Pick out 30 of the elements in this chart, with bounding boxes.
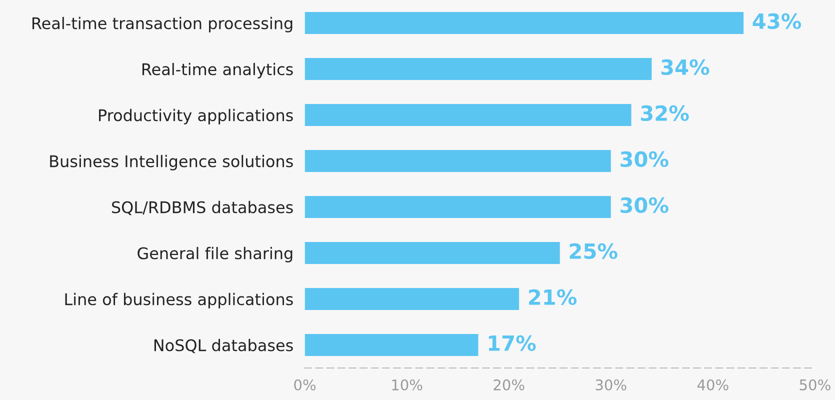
data-label: 25% [570,243,618,260]
data-label: 32% [641,105,689,122]
y-tick-label: Line of business applications [65,292,293,308]
bar [304,334,478,356]
bar [304,58,652,80]
bar [304,150,611,172]
data-label: 30% [620,197,668,214]
x-tick-label: 30% [596,379,626,390]
bar [304,104,632,126]
y-tick-label: NoSQL databases [154,338,293,354]
data-label: 21% [529,289,577,306]
y-tick-label: Productivity applications [99,108,293,124]
y-tick-label: Real-time transaction processing [32,16,292,32]
y-tick-label: SQL/RDBMS databases [112,200,293,216]
x-tick-label: 50% [800,379,830,390]
bar [304,196,611,218]
bar [304,12,744,34]
data-label: 43% [752,13,802,30]
bar [304,242,560,264]
x-tick-label: 40% [697,379,728,390]
data-label: 17% [488,335,536,352]
y-tick-label: Real-time analytics [142,62,293,78]
data-label: 30% [620,151,668,168]
data-label: 34% [661,59,710,76]
x-tick-label: 0% [294,379,316,390]
x-tick-label: 10% [392,379,422,390]
y-tick-label: Business Intelligence solutions [50,154,293,170]
bar [304,288,520,310]
x-tick-label: 20% [494,379,524,390]
y-tick-label: General file sharing [138,246,292,262]
